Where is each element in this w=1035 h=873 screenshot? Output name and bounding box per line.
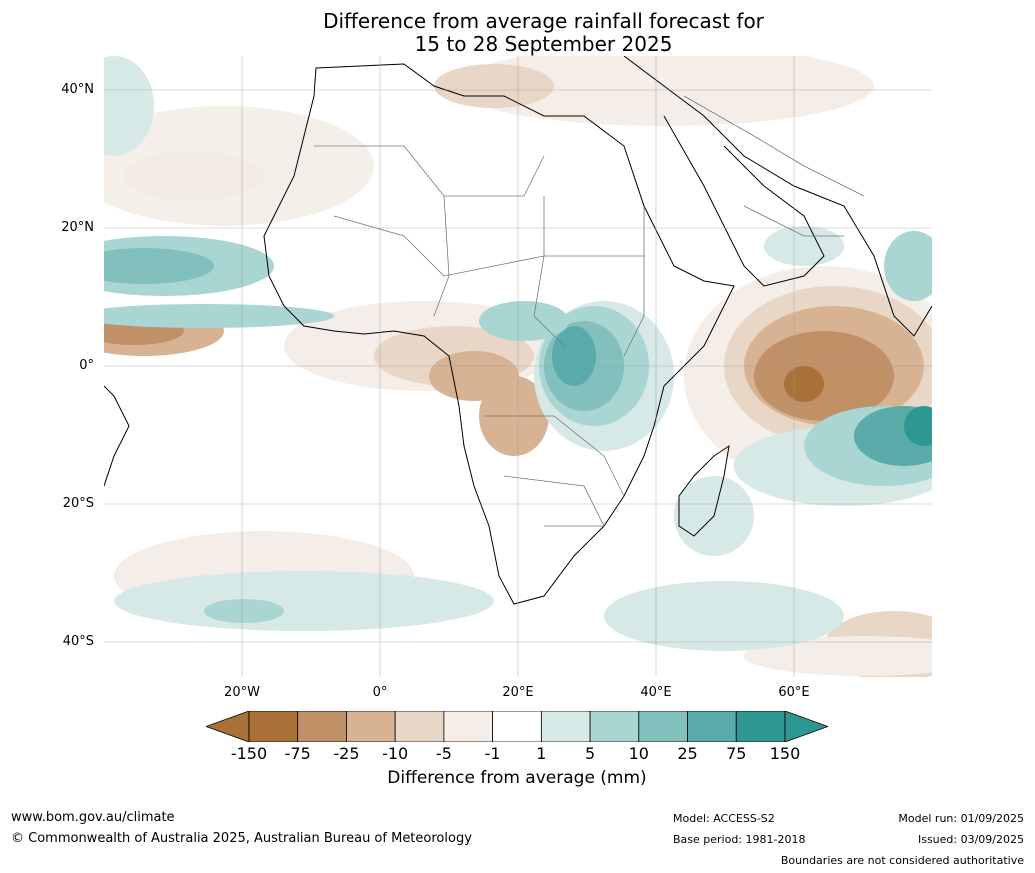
- colorbar-tick-label: -5: [435, 744, 452, 763]
- title-line-2: 15 to 28 September 2025: [414, 32, 673, 56]
- colorbar-swatch: [589, 711, 640, 742]
- colorbar-tick-label: 25: [677, 744, 698, 763]
- boundaries-disclaimer: Boundaries are not considered authoritat…: [780, 854, 1024, 867]
- copyright: © Commonwealth of Australia 2025, Austra…: [11, 831, 472, 846]
- colorbar-swatch: [346, 711, 396, 742]
- colorbar-tick-label: -10: [382, 744, 409, 763]
- lat-label-20s: 20°S: [62, 496, 94, 511]
- lat-label-0: 0°: [79, 358, 94, 373]
- lat-label-20n: 20°N: [61, 220, 94, 235]
- colorbar-swatch: [248, 711, 299, 742]
- colorbar-swatch: [540, 711, 591, 742]
- colorbar-extend-low: [206, 711, 250, 742]
- lon-label-20w: 20°W: [224, 685, 260, 700]
- colorbar-swatch: [638, 711, 688, 742]
- coastlines: [104, 56, 932, 605]
- colorbar-tick-label: -1: [484, 744, 501, 763]
- colorbar-extend-high: [784, 711, 828, 742]
- wet-anomaly-shading: [104, 56, 932, 651]
- title-line-1: Difference from average rainfall forecas…: [323, 9, 764, 33]
- colorbar-tick-label: 75: [726, 744, 747, 763]
- lon-label-60e: 60°E: [778, 685, 810, 700]
- rainfall-anomaly-map: [104, 56, 932, 677]
- colorbar-tick-label: -25: [333, 744, 360, 763]
- colorbar-tick-label: -150: [230, 744, 268, 763]
- lat-label-40n: 40°N: [61, 82, 94, 97]
- base-period: Base period: 1981-2018: [673, 833, 806, 846]
- model-run-date: Model run: 01/09/2025: [898, 812, 1024, 825]
- lat-label-40s: 40°S: [62, 634, 94, 649]
- colorbar-tick-label: 10: [628, 744, 649, 763]
- colorbar-swatch: [492, 711, 542, 742]
- bom-url[interactable]: www.bom.gov.au/climate: [11, 810, 175, 825]
- country-borders: [314, 95, 865, 527]
- colorbar: [206, 711, 828, 742]
- colorbar-swatch: [297, 711, 347, 742]
- model-name: Model: ACCESS-S2: [673, 812, 775, 825]
- lon-label-0: 0°: [372, 685, 388, 700]
- colorbar-tick-label: 1: [536, 744, 547, 763]
- colorbar-swatch: [394, 711, 445, 742]
- colorbar-swatch: [735, 711, 786, 742]
- issued-date: Issued: 03/09/2025: [917, 833, 1024, 846]
- lon-label-20e: 20°E: [502, 685, 534, 700]
- colorbar-tick-label: 5: [584, 744, 596, 763]
- dry-anomaly-shading: [104, 56, 932, 677]
- graticule: [104, 56, 932, 677]
- colorbar-swatch: [687, 711, 737, 742]
- colorbar-title: Difference from average (mm): [387, 768, 647, 788]
- lon-label-40e: 40°E: [640, 685, 672, 700]
- map-title: Difference from average rainfall forecas…: [0, 10, 1035, 56]
- colorbar-tick-label: 150: [769, 744, 801, 763]
- colorbar-tick-label: -75: [284, 744, 311, 763]
- colorbar-swatch: [443, 711, 494, 742]
